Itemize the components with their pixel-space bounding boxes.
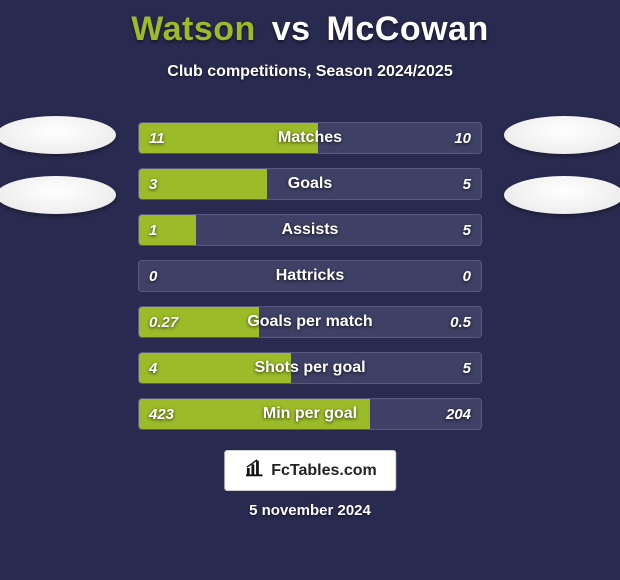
left-badge-column [0, 116, 116, 214]
stat-bar-fill [139, 123, 318, 153]
player2-badge-placeholder [504, 116, 620, 154]
stat-value-right: 5 [463, 169, 471, 199]
stat-value-right: 10 [454, 123, 471, 153]
player1-badge-placeholder [0, 116, 116, 154]
stats-bars: 11Matches10 3Goals5 1Assists5 0Hattricks0 0.… [138, 122, 482, 430]
date-text: 5 november 2024 [0, 502, 620, 519]
player1-name: Watson [131, 10, 256, 48]
stat-bar-fill [139, 307, 259, 337]
stat-bar: 423Min per goal204 [138, 398, 482, 430]
stat-label: Hattricks [139, 261, 481, 291]
stat-bar: 3Goals5 [138, 168, 482, 200]
stat-bar-fill [139, 169, 267, 199]
stat-bar: 1Assists5 [138, 214, 482, 246]
stat-bar-fill [139, 215, 196, 245]
player2-badge-placeholder [504, 176, 620, 214]
stat-bar: 0.27Goals per match0.5 [138, 306, 482, 338]
footer-brand-text: FcTables.com [271, 462, 377, 480]
player1-badge-placeholder [0, 176, 116, 214]
right-badge-column [504, 116, 620, 214]
player2-name: McCowan [327, 10, 489, 48]
stat-value-right: 5 [463, 353, 471, 383]
stat-value-right: 204 [446, 399, 471, 429]
stat-bar-fill [139, 399, 370, 429]
stat-bar: 11Matches10 [138, 122, 482, 154]
stat-value-right: 0 [463, 261, 471, 291]
stat-bar: 0Hattricks0 [138, 260, 482, 292]
bar-chart-icon [243, 457, 265, 484]
vs-text: vs [272, 10, 311, 48]
stat-value-right: 0.5 [450, 307, 471, 337]
stat-value-left: 0 [149, 261, 157, 291]
subtitle: Club competitions, Season 2024/2025 [0, 63, 620, 81]
stat-value-right: 5 [463, 215, 471, 245]
footer-brand-badge: FcTables.com [224, 450, 396, 491]
stat-bar-fill [139, 353, 291, 383]
comparison-title: Watson vs McCowan [0, 0, 620, 49]
stat-bar: 4Shots per goal5 [138, 352, 482, 384]
